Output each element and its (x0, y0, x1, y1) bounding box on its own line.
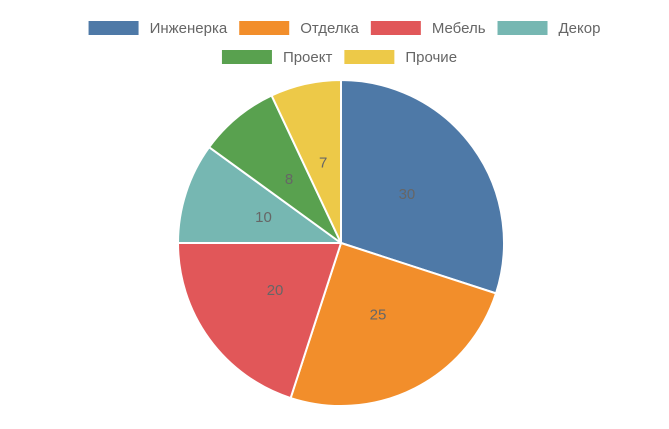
data-label: 20 (267, 282, 284, 299)
legend-swatch (88, 21, 139, 35)
data-label: 8 (285, 171, 293, 188)
legend-label: Декор (559, 20, 601, 37)
pie-slice (340, 78, 505, 295)
pie-slice (176, 242, 343, 400)
pie-slice (176, 145, 345, 244)
legend-swatch (497, 21, 548, 35)
data-label: 30 (399, 186, 416, 203)
legend-swatch (370, 21, 421, 35)
legend-label: Инженерка (150, 20, 228, 37)
legend-swatch (221, 50, 272, 64)
pie-slice (289, 241, 498, 407)
legend-swatch (344, 50, 395, 64)
legend-label: Отделка (300, 20, 359, 37)
legend-label: Прочие (405, 49, 457, 66)
data-label: 25 (370, 307, 387, 324)
legend-label: Мебель (432, 20, 486, 37)
legend-label: Проект (283, 49, 333, 66)
legend-swatch (239, 21, 290, 35)
data-label: 10 (255, 209, 272, 226)
pie-slice (270, 78, 342, 244)
data-label: 7 (319, 154, 327, 171)
